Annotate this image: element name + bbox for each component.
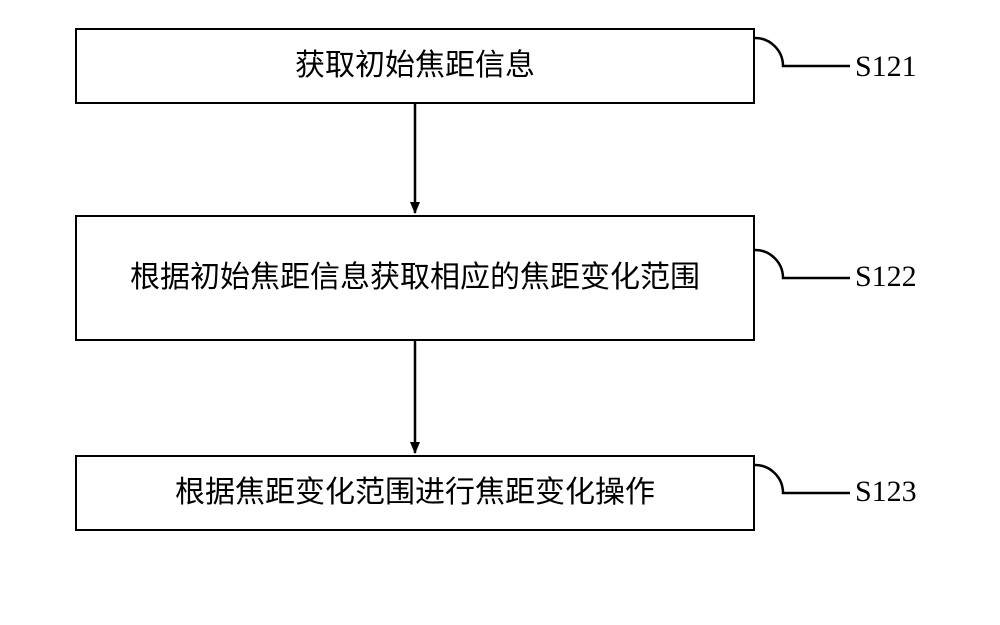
label-connector xyxy=(755,38,850,66)
flowchart-node-s121: 获取初始焦距信息 xyxy=(75,28,755,104)
label-connector xyxy=(755,465,850,493)
step-label-s123: S123 xyxy=(855,475,917,509)
label-connector xyxy=(755,250,850,278)
flowchart-node-s122: 根据初始焦距信息获取相应的焦距变化范围 xyxy=(75,215,755,341)
node-text: 获取初始焦距信息 xyxy=(295,46,535,87)
step-label-s122: S122 xyxy=(855,260,917,294)
step-label-s121: S121 xyxy=(855,50,917,84)
flowchart-canvas: 获取初始焦距信息 S121 根据初始焦距信息获取相应的焦距变化范围 S122 根… xyxy=(0,0,1000,625)
node-text: 根据焦距变化范围进行焦距变化操作 xyxy=(175,473,655,514)
flowchart-node-s123: 根据焦距变化范围进行焦距变化操作 xyxy=(75,455,755,531)
node-text: 根据初始焦距信息获取相应的焦距变化范围 xyxy=(130,258,700,299)
